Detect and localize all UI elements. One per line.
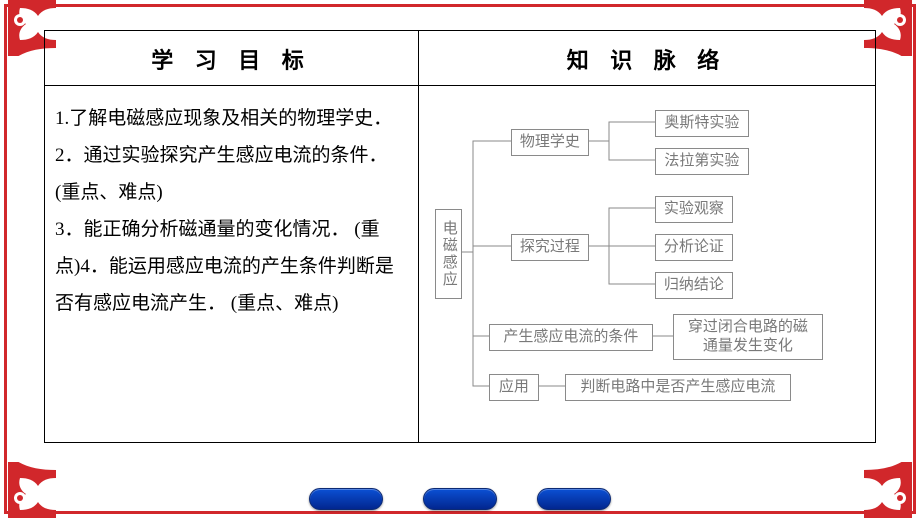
main-table: 学 习 目 标 知 识 脉 络 1.了解电磁感应现象及相关的物理学史． 2．通过… xyxy=(44,30,876,443)
objectives-cell: 1.了解电磁感应现象及相关的物理学史． 2．通过实验探究产生感应电流的条件． (… xyxy=(45,86,419,443)
node-history: 物理学史 xyxy=(511,129,589,156)
node-conclude: 归纳结论 xyxy=(655,272,733,299)
objective-4: 4．能运用感应电流的产生条件判断是否有感应电流产生． xyxy=(55,256,394,314)
corner-ornament xyxy=(864,462,920,518)
nav-bar xyxy=(309,488,611,510)
node-inquiry: 探究过程 xyxy=(511,234,589,261)
objective-1: 1.了解电磁感应现象及相关的物理学史． xyxy=(55,108,392,129)
node-faraday: 法拉第实验 xyxy=(655,148,749,175)
knowledge-map-cell: 电磁感应 物理学史 奥斯特实验 法拉第实验 探究过程 实验观察 分析论证 归纳结… xyxy=(418,86,875,443)
node-judge-current: 判断电路中是否产生感应电流 xyxy=(565,374,791,401)
node-analyze: 分析论证 xyxy=(655,234,733,261)
node-oersted: 奥斯特实验 xyxy=(655,110,749,137)
objective-3: 3．能正确分析磁通量的变化情况． xyxy=(55,219,350,240)
nav-next-button[interactable] xyxy=(537,488,611,510)
nav-home-button[interactable] xyxy=(423,488,497,510)
node-root: 电磁感应 xyxy=(435,209,462,299)
corner-ornament xyxy=(0,462,56,518)
header-objectives: 学 习 目 标 xyxy=(45,31,419,86)
objective-4-tag: (重点、难点) xyxy=(231,293,339,314)
objective-2-tag: (重点、难点) xyxy=(55,182,163,203)
header-knowledge-map: 知 识 脉 络 xyxy=(418,31,875,86)
node-flux-change: 穿过闭合电路的磁通量发生变化 xyxy=(673,314,823,360)
node-condition: 产生感应电流的条件 xyxy=(489,324,653,351)
knowledge-map: 电磁感应 物理学史 奥斯特实验 法拉第实验 探究过程 实验观察 分析论证 归纳结… xyxy=(433,104,865,424)
nav-prev-button[interactable] xyxy=(309,488,383,510)
node-observe: 实验观察 xyxy=(655,196,733,223)
objective-2: 2．通过实验探究产生感应电流的条件． xyxy=(55,145,388,166)
node-application: 应用 xyxy=(489,374,539,401)
